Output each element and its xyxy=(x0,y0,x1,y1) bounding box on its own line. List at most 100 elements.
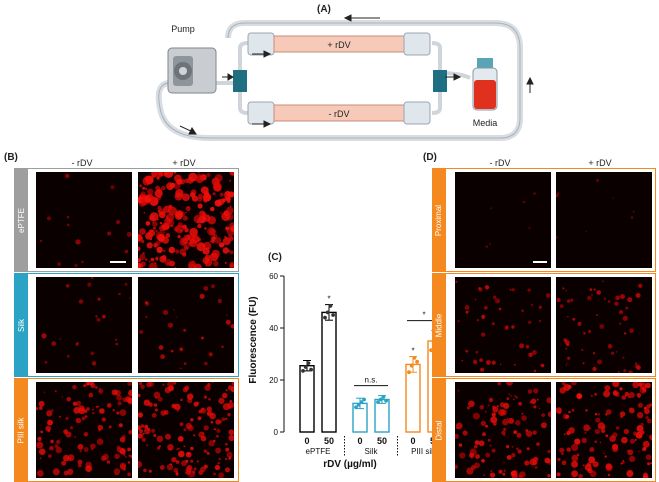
group-label: Silk xyxy=(365,447,379,456)
chamber-top-right-cap xyxy=(403,32,431,56)
data-point xyxy=(323,315,327,320)
data-point xyxy=(412,356,417,360)
panel-c-letter: (C) xyxy=(268,252,282,263)
pump-icon xyxy=(167,47,217,94)
data-point xyxy=(303,365,308,369)
fluor-pattern xyxy=(455,382,551,478)
data-point xyxy=(359,400,364,404)
bar xyxy=(374,398,390,433)
x-axis-label: rDV (µg/ml) xyxy=(323,459,377,470)
chamber-bottom-right-cap xyxy=(403,101,431,125)
fluor-pattern xyxy=(485,192,536,248)
micrograph-distal-minus xyxy=(455,382,551,478)
data-point xyxy=(356,402,361,407)
x-tick-label: 50 xyxy=(430,436,432,446)
bar-significance: * xyxy=(327,295,330,304)
y-tick-label: 40 xyxy=(269,324,278,333)
data-point xyxy=(415,359,419,364)
panel-d-tab-distal: Distal xyxy=(432,378,446,482)
fluorescence-bar-chart: Fluorescence (FU) rDV (µg/ml) 0 20 40 60 0 50… xyxy=(248,272,432,470)
micrograph-eptfe-minus xyxy=(36,172,132,268)
micrograph-distal-plus xyxy=(556,382,652,478)
data-point xyxy=(301,369,305,373)
data-point xyxy=(309,367,313,372)
micrograph-proximal-plus xyxy=(556,172,652,268)
data-point xyxy=(384,398,388,403)
x-tick-label: 0 xyxy=(357,436,362,446)
panel-d-col-plus: + rDV xyxy=(588,158,612,168)
significance-label: n.s. xyxy=(365,376,378,385)
fluor-pattern xyxy=(36,382,132,477)
micrograph-middle-minus xyxy=(455,277,551,373)
x-tick-label: 0 xyxy=(304,436,309,446)
micrograph-middle-plus xyxy=(556,277,652,373)
fluor-pattern xyxy=(556,280,643,373)
significance-label: * xyxy=(422,311,425,320)
micrograph-silk-minus xyxy=(36,277,132,373)
data-point xyxy=(328,304,333,308)
panel-d-tab-middle: Middle xyxy=(432,273,446,377)
scale-bar-d xyxy=(533,261,547,263)
fluor-pattern xyxy=(138,382,234,478)
micrograph-piii-minus xyxy=(36,382,132,478)
bar xyxy=(405,363,421,433)
chamber-bottom-left-cap xyxy=(247,101,275,125)
y-axis-label: Fluorescence (FU) xyxy=(248,296,259,383)
media-label: Media xyxy=(473,118,498,128)
y-tick-label: 0 xyxy=(274,428,279,437)
data-point xyxy=(376,400,380,404)
micrograph-silk-plus xyxy=(138,277,234,373)
chamber-top-label: + rDV xyxy=(327,40,350,50)
panel-b-col-plus: + rDV xyxy=(172,158,196,168)
fluor-pattern xyxy=(138,172,234,268)
micrograph-eptfe-plus xyxy=(138,172,234,268)
panel-a-letter: (A) xyxy=(317,4,331,15)
fluor-pattern xyxy=(455,280,551,373)
x-tick-label: 50 xyxy=(377,436,387,446)
bar-significance: * xyxy=(411,347,414,356)
data-point xyxy=(354,405,358,410)
fluor-pattern xyxy=(556,382,652,478)
group-label: PIII silk xyxy=(411,447,432,456)
data-point xyxy=(381,395,386,399)
bar xyxy=(427,340,432,433)
data-point xyxy=(429,348,432,352)
y-tick-label: 60 xyxy=(269,272,278,281)
micrograph-piii-plus xyxy=(138,382,234,478)
fluor-pattern xyxy=(556,178,635,239)
data-point xyxy=(331,313,335,317)
panel-d-tab-proximal: Proximal xyxy=(432,168,446,272)
fluor-pattern xyxy=(41,277,131,366)
media-bottle-icon xyxy=(472,58,498,111)
panel-b-col-minus: - rDV xyxy=(71,158,93,168)
pump-label: Pump xyxy=(171,24,195,34)
chamber-top-left-cap xyxy=(247,32,275,56)
x-tick-label: 0 xyxy=(410,436,415,446)
left-connector xyxy=(233,70,247,92)
data-point xyxy=(325,310,330,315)
bar xyxy=(321,311,337,433)
panel-d-col-minus: - rDV xyxy=(489,158,511,168)
data-point xyxy=(306,361,311,365)
flow-arrows xyxy=(179,14,534,135)
panel-b-tab-eptfe: ePTFE xyxy=(14,168,28,272)
group-label: ePTFE xyxy=(306,447,331,456)
perfusion-diagram: Pump Media + rDV - rDV xyxy=(155,14,534,141)
fluor-pattern xyxy=(139,284,234,370)
data-point xyxy=(407,370,411,375)
panel-b-letter: (B) xyxy=(4,152,18,163)
fluor-pattern xyxy=(39,173,132,268)
data-point xyxy=(409,363,414,368)
x-tick-label: 50 xyxy=(324,436,334,446)
data-point xyxy=(378,397,383,402)
scale-bar xyxy=(110,261,126,263)
chamber-bottom-label: - rDV xyxy=(329,109,350,119)
panel-b-tab-piii-silk: PIII silk xyxy=(14,378,28,482)
y-tick-label: 20 xyxy=(269,376,278,385)
data-point xyxy=(362,397,366,402)
panel-d-letter: (D) xyxy=(423,152,437,163)
panel-b-tab-silk: Silk xyxy=(14,273,28,377)
bar xyxy=(299,364,315,433)
micrograph-proximal-minus xyxy=(455,172,551,268)
right-connector xyxy=(433,70,447,92)
